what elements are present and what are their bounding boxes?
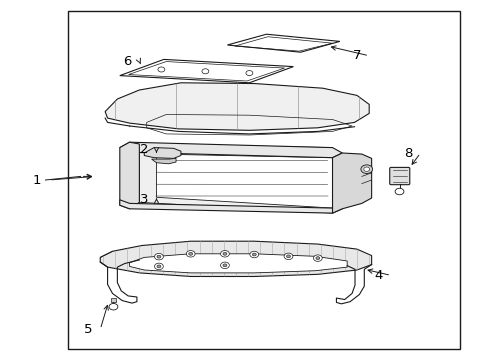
Polygon shape	[120, 142, 342, 158]
Polygon shape	[120, 142, 139, 209]
Text: 1: 1	[32, 174, 41, 186]
Polygon shape	[144, 148, 181, 158]
Circle shape	[313, 255, 322, 261]
Circle shape	[188, 252, 192, 255]
Circle shape	[394, 188, 403, 195]
Circle shape	[157, 265, 161, 268]
Polygon shape	[139, 144, 332, 213]
Circle shape	[286, 255, 290, 258]
Circle shape	[249, 251, 258, 258]
Circle shape	[158, 67, 164, 72]
Circle shape	[154, 263, 163, 270]
Text: 2: 2	[140, 143, 148, 156]
Text: 4: 4	[374, 269, 383, 282]
Text: 7: 7	[352, 49, 361, 62]
Polygon shape	[227, 34, 339, 52]
FancyBboxPatch shape	[389, 167, 409, 185]
Circle shape	[223, 264, 226, 267]
Circle shape	[284, 253, 292, 260]
Circle shape	[363, 167, 369, 171]
Polygon shape	[120, 59, 293, 83]
Circle shape	[220, 262, 229, 269]
Text: 3: 3	[140, 193, 148, 206]
Polygon shape	[129, 254, 346, 273]
Text: 8: 8	[403, 147, 412, 159]
Circle shape	[360, 165, 372, 174]
Circle shape	[154, 253, 163, 260]
Circle shape	[252, 253, 256, 256]
Circle shape	[315, 257, 319, 260]
Text: 5: 5	[83, 323, 92, 336]
Polygon shape	[105, 83, 368, 130]
Circle shape	[186, 251, 195, 257]
Circle shape	[202, 69, 208, 74]
Polygon shape	[151, 158, 176, 164]
Polygon shape	[120, 200, 342, 213]
Text: 6: 6	[122, 55, 131, 68]
Polygon shape	[100, 241, 371, 276]
Circle shape	[223, 252, 226, 255]
Circle shape	[220, 251, 229, 257]
Polygon shape	[332, 153, 371, 213]
Bar	[68, 11, 459, 349]
Circle shape	[245, 71, 252, 76]
Bar	[110, 298, 116, 302]
Circle shape	[109, 303, 118, 310]
Circle shape	[157, 255, 161, 258]
